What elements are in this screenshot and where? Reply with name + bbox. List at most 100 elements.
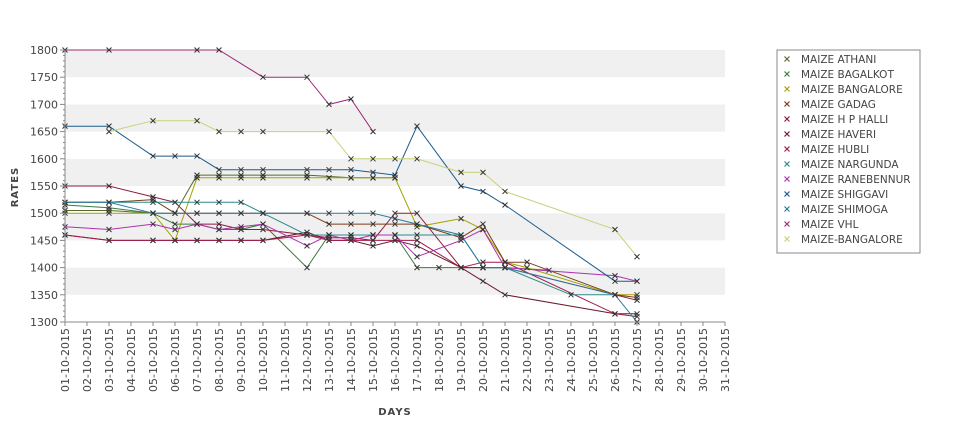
data-point xyxy=(348,155,354,162)
x-tick-label: 15-10-2015 xyxy=(367,328,380,392)
data-point xyxy=(216,221,222,227)
data-point xyxy=(106,199,112,206)
data-point xyxy=(458,215,464,222)
grid-bands xyxy=(65,50,725,322)
data-point xyxy=(106,183,112,189)
data-point xyxy=(370,237,376,244)
data-point xyxy=(238,174,244,181)
data-point xyxy=(326,232,332,238)
y-tick-label: 1300 xyxy=(30,316,58,329)
data-point xyxy=(370,242,376,249)
y-tick-label: 1800 xyxy=(30,44,58,57)
data-point xyxy=(634,253,640,260)
data-point xyxy=(414,253,420,260)
x-tick-label: 05-10-2015 xyxy=(147,328,160,392)
data-point xyxy=(568,291,574,298)
data-point xyxy=(458,169,464,176)
data-point xyxy=(238,199,244,206)
data-point xyxy=(304,74,310,81)
y-tick-label: 1450 xyxy=(30,234,58,247)
data-point xyxy=(392,237,398,244)
data-point xyxy=(304,264,310,271)
data-point xyxy=(260,226,266,233)
x-tick-label: 03-10-2015 xyxy=(103,328,116,392)
legend-label: MAIZE HUBLI xyxy=(801,144,869,156)
data-point xyxy=(458,237,464,244)
data-point xyxy=(194,153,200,159)
data-point xyxy=(436,264,442,271)
grid-band xyxy=(65,50,725,78)
data-point xyxy=(524,264,530,271)
data-point xyxy=(348,221,354,227)
data-point xyxy=(546,267,552,274)
data-point xyxy=(194,174,200,181)
x-tick-label: 04-10-2015 xyxy=(125,328,138,392)
data-point xyxy=(348,232,354,238)
data-point xyxy=(260,237,266,244)
data-point xyxy=(216,174,222,181)
data-point xyxy=(502,259,508,266)
legend-marker xyxy=(784,56,790,62)
data-point xyxy=(172,237,178,244)
data-point xyxy=(326,128,332,135)
legend-marker xyxy=(784,176,790,182)
x-tick-label: 30-10-2015 xyxy=(697,328,710,392)
data-point xyxy=(370,128,376,135)
legend-label: MAIZE VHL xyxy=(801,219,859,231)
data-point xyxy=(414,232,420,238)
data-point xyxy=(480,188,486,195)
data-point xyxy=(304,166,310,173)
x-tick-label: 20-10-2015 xyxy=(477,328,490,392)
y-tick-label: 1650 xyxy=(30,126,58,139)
x-tick-label: 31-10-2015 xyxy=(719,328,732,392)
data-point xyxy=(370,221,376,227)
data-point xyxy=(612,226,618,233)
grid-band xyxy=(65,158,725,186)
data-point xyxy=(458,232,464,238)
data-point xyxy=(150,117,156,124)
data-point xyxy=(304,210,310,217)
data-point xyxy=(150,199,156,206)
x-tick-label: 14-10-2015 xyxy=(345,328,358,392)
data-point xyxy=(392,210,398,217)
x-tick-label: 08-10-2015 xyxy=(213,328,226,392)
x-tick-label: 13-10-2015 xyxy=(323,328,336,392)
data-point xyxy=(634,278,640,285)
data-point xyxy=(194,47,200,53)
data-point xyxy=(106,123,112,130)
data-point xyxy=(260,128,266,135)
data-point xyxy=(172,210,178,217)
data-point xyxy=(304,242,310,249)
series-markers xyxy=(62,47,640,325)
data-point xyxy=(392,172,398,178)
y-axis-label: RATES xyxy=(10,167,21,208)
data-point xyxy=(370,210,376,217)
data-point xyxy=(304,232,310,238)
data-point xyxy=(260,166,266,173)
x-tick-label: 23-10-2015 xyxy=(543,328,556,392)
x-tick-label: 16-10-2015 xyxy=(389,328,402,392)
data-point xyxy=(172,199,178,206)
legend-label: MAIZE SHIMOGA xyxy=(801,204,889,216)
data-point xyxy=(150,153,156,159)
data-point xyxy=(414,221,420,227)
grid-band xyxy=(65,77,725,105)
data-point xyxy=(326,237,332,244)
data-point xyxy=(502,264,508,271)
x-tick-label: 22-10-2015 xyxy=(521,328,534,392)
x-tick-label: 24-10-2015 xyxy=(565,328,578,392)
data-point xyxy=(106,128,112,135)
legend-marker xyxy=(784,131,790,137)
data-point xyxy=(480,169,486,176)
data-point xyxy=(634,297,640,304)
data-point xyxy=(106,226,112,233)
data-point xyxy=(480,221,486,227)
y-tick-label: 1400 xyxy=(30,262,58,275)
data-point xyxy=(480,278,486,285)
data-point xyxy=(194,237,200,244)
y-tick-label: 1550 xyxy=(30,180,58,193)
legend-label: MAIZE SHIGGAVI xyxy=(801,189,888,201)
legend-label: MAIZE GADAG xyxy=(801,99,876,111)
